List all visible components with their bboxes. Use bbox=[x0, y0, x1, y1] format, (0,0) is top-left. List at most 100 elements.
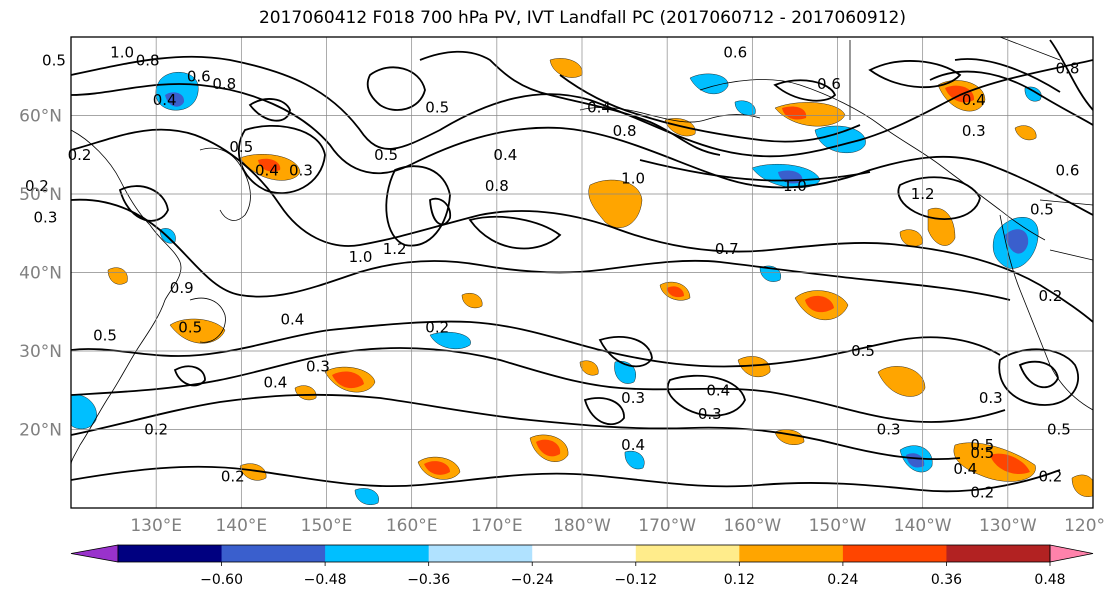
contour-label: 0.5 bbox=[970, 444, 994, 462]
contour-label: 0.8 bbox=[1056, 59, 1080, 77]
lon-tick-label: 160°W bbox=[723, 516, 781, 536]
colorbar-tick-label: 0.24 bbox=[827, 572, 858, 588]
lat-tick-label: 40°N bbox=[19, 264, 62, 284]
lon-tick-label: 170°E bbox=[471, 516, 523, 536]
shade-blob-negative bbox=[624, 450, 645, 470]
colorbar-extend-high bbox=[1049, 544, 1094, 563]
map-title: 2017060412 F018 700 hPa PV, IVT Landfall… bbox=[258, 8, 906, 28]
lat-tick-label: 60°N bbox=[19, 107, 62, 127]
contour-label: 0.4 bbox=[706, 381, 730, 399]
contour-label: 0.2 bbox=[1038, 287, 1062, 305]
contour-label: 0.2 bbox=[68, 146, 92, 164]
contour-label: 0.6 bbox=[817, 75, 841, 93]
shade-blob-positive bbox=[239, 463, 267, 481]
contour-label: 0.6 bbox=[723, 44, 747, 62]
colorbar-tick-label: 0.48 bbox=[1034, 572, 1065, 588]
contour-label: 0.3 bbox=[979, 389, 1003, 407]
colorbar-swatch bbox=[739, 545, 844, 562]
shade-blob-negative bbox=[759, 265, 781, 282]
pv-contour bbox=[71, 320, 1001, 368]
shade-blob-positive-strong bbox=[536, 439, 561, 457]
contour-label: 0.5 bbox=[1047, 421, 1071, 439]
shade-blob-negative bbox=[354, 488, 379, 505]
contour-label: 1.2 bbox=[911, 185, 935, 203]
colorbar-swatch bbox=[221, 545, 326, 562]
pv-contour bbox=[666, 374, 746, 417]
contour-label: 0.9 bbox=[170, 279, 194, 297]
contour-label: 0.4 bbox=[962, 91, 986, 109]
shade-blob-positive-strong bbox=[945, 85, 975, 103]
colorbar-swatch bbox=[842, 545, 947, 562]
contour-label: 0.5 bbox=[851, 342, 875, 360]
contour-label: 0.6 bbox=[187, 67, 211, 85]
colorbar-swatch bbox=[532, 545, 637, 562]
shade-blob-positive bbox=[737, 356, 771, 378]
colorbar-swatch bbox=[325, 545, 430, 562]
shade-blob-negative-strong bbox=[165, 92, 185, 107]
pv-contour bbox=[173, 365, 206, 387]
shade-blob-positive-strong bbox=[805, 295, 834, 313]
pv-contour bbox=[429, 197, 452, 226]
shade-blob-negative bbox=[155, 72, 199, 111]
colorbar-swatch bbox=[428, 545, 533, 562]
shade-blob-positive bbox=[1014, 125, 1037, 141]
pv-contour bbox=[559, 74, 861, 143]
lon-tick-label: 180°W bbox=[553, 516, 611, 536]
contour-label: 0.3 bbox=[877, 421, 901, 439]
coastline-alaska bbox=[699, 79, 1046, 241]
pv-contour bbox=[468, 215, 562, 250]
lon-tick-label: 120°W bbox=[1064, 516, 1105, 536]
colorbar-tick-label: −0.24 bbox=[511, 572, 554, 588]
shade-blob-positive bbox=[927, 207, 956, 246]
pv-contour bbox=[897, 176, 981, 220]
pv-contour bbox=[1049, 39, 1093, 111]
contour-label: 0.6 bbox=[1056, 161, 1080, 179]
lat-axis-labels: 20°N 30°N 40°N 50°N 60°N bbox=[19, 107, 62, 441]
colorbar-extend-low bbox=[70, 544, 119, 563]
lon-tick-label: 130°W bbox=[979, 516, 1037, 536]
shade-blob-positive-strong bbox=[258, 158, 281, 172]
map-frame bbox=[70, 36, 1094, 509]
contour-label: 0.3 bbox=[698, 405, 722, 423]
pv-contour bbox=[583, 397, 625, 426]
contour-label: 0.8 bbox=[613, 122, 637, 140]
shading-layer bbox=[71, 58, 1093, 505]
shade-blob-positive bbox=[169, 318, 226, 344]
shade-blob-negative bbox=[1024, 86, 1042, 102]
pv-contour bbox=[71, 128, 1093, 323]
lon-tick-label: 150°W bbox=[809, 516, 867, 536]
shade-blob-positive bbox=[107, 267, 128, 285]
contour-label: 1.2 bbox=[383, 240, 407, 258]
lat-tick-label: 30°N bbox=[19, 342, 62, 362]
lon-tick-label: 140°E bbox=[215, 516, 267, 536]
pv-contour bbox=[248, 98, 291, 122]
lon-tick-label: 160°E bbox=[386, 516, 438, 536]
shade-blob-positive bbox=[579, 360, 599, 376]
lon-tick-label: 130°E bbox=[130, 516, 182, 536]
contour-label: 0.3 bbox=[962, 122, 986, 140]
coastline-aleutians bbox=[579, 107, 761, 123]
contour-label: 0.5 bbox=[374, 146, 398, 164]
contour-label: 0.2 bbox=[25, 177, 49, 195]
pv-contour bbox=[366, 66, 426, 111]
colorbar-outline bbox=[117, 544, 1051, 563]
contour-label: 0.2 bbox=[144, 421, 168, 439]
pv-contour bbox=[929, 70, 1093, 126]
pv-contour bbox=[868, 60, 962, 89]
coastline-asia bbox=[199, 147, 251, 221]
contour-label: 0.5 bbox=[970, 436, 994, 454]
contour-label: 0.5 bbox=[425, 99, 449, 117]
contour-label: 0.3 bbox=[306, 358, 330, 376]
colorbar-tick-label: 0.36 bbox=[931, 572, 962, 588]
pv-contour bbox=[71, 347, 1006, 423]
shade-blob-positive-strong bbox=[782, 106, 807, 120]
contour-label: 0.2 bbox=[425, 318, 449, 336]
pv-contour bbox=[71, 465, 1061, 493]
pv-contour bbox=[237, 124, 326, 194]
shade-blob-positive bbox=[1071, 474, 1093, 497]
colorbar-tick-label: −0.12 bbox=[614, 572, 657, 588]
shade-blob-positive bbox=[664, 118, 696, 137]
shade-blob-positive bbox=[588, 179, 643, 228]
colorbar-swatch bbox=[946, 545, 1051, 562]
shade-blob-negative-strong bbox=[1005, 229, 1029, 254]
